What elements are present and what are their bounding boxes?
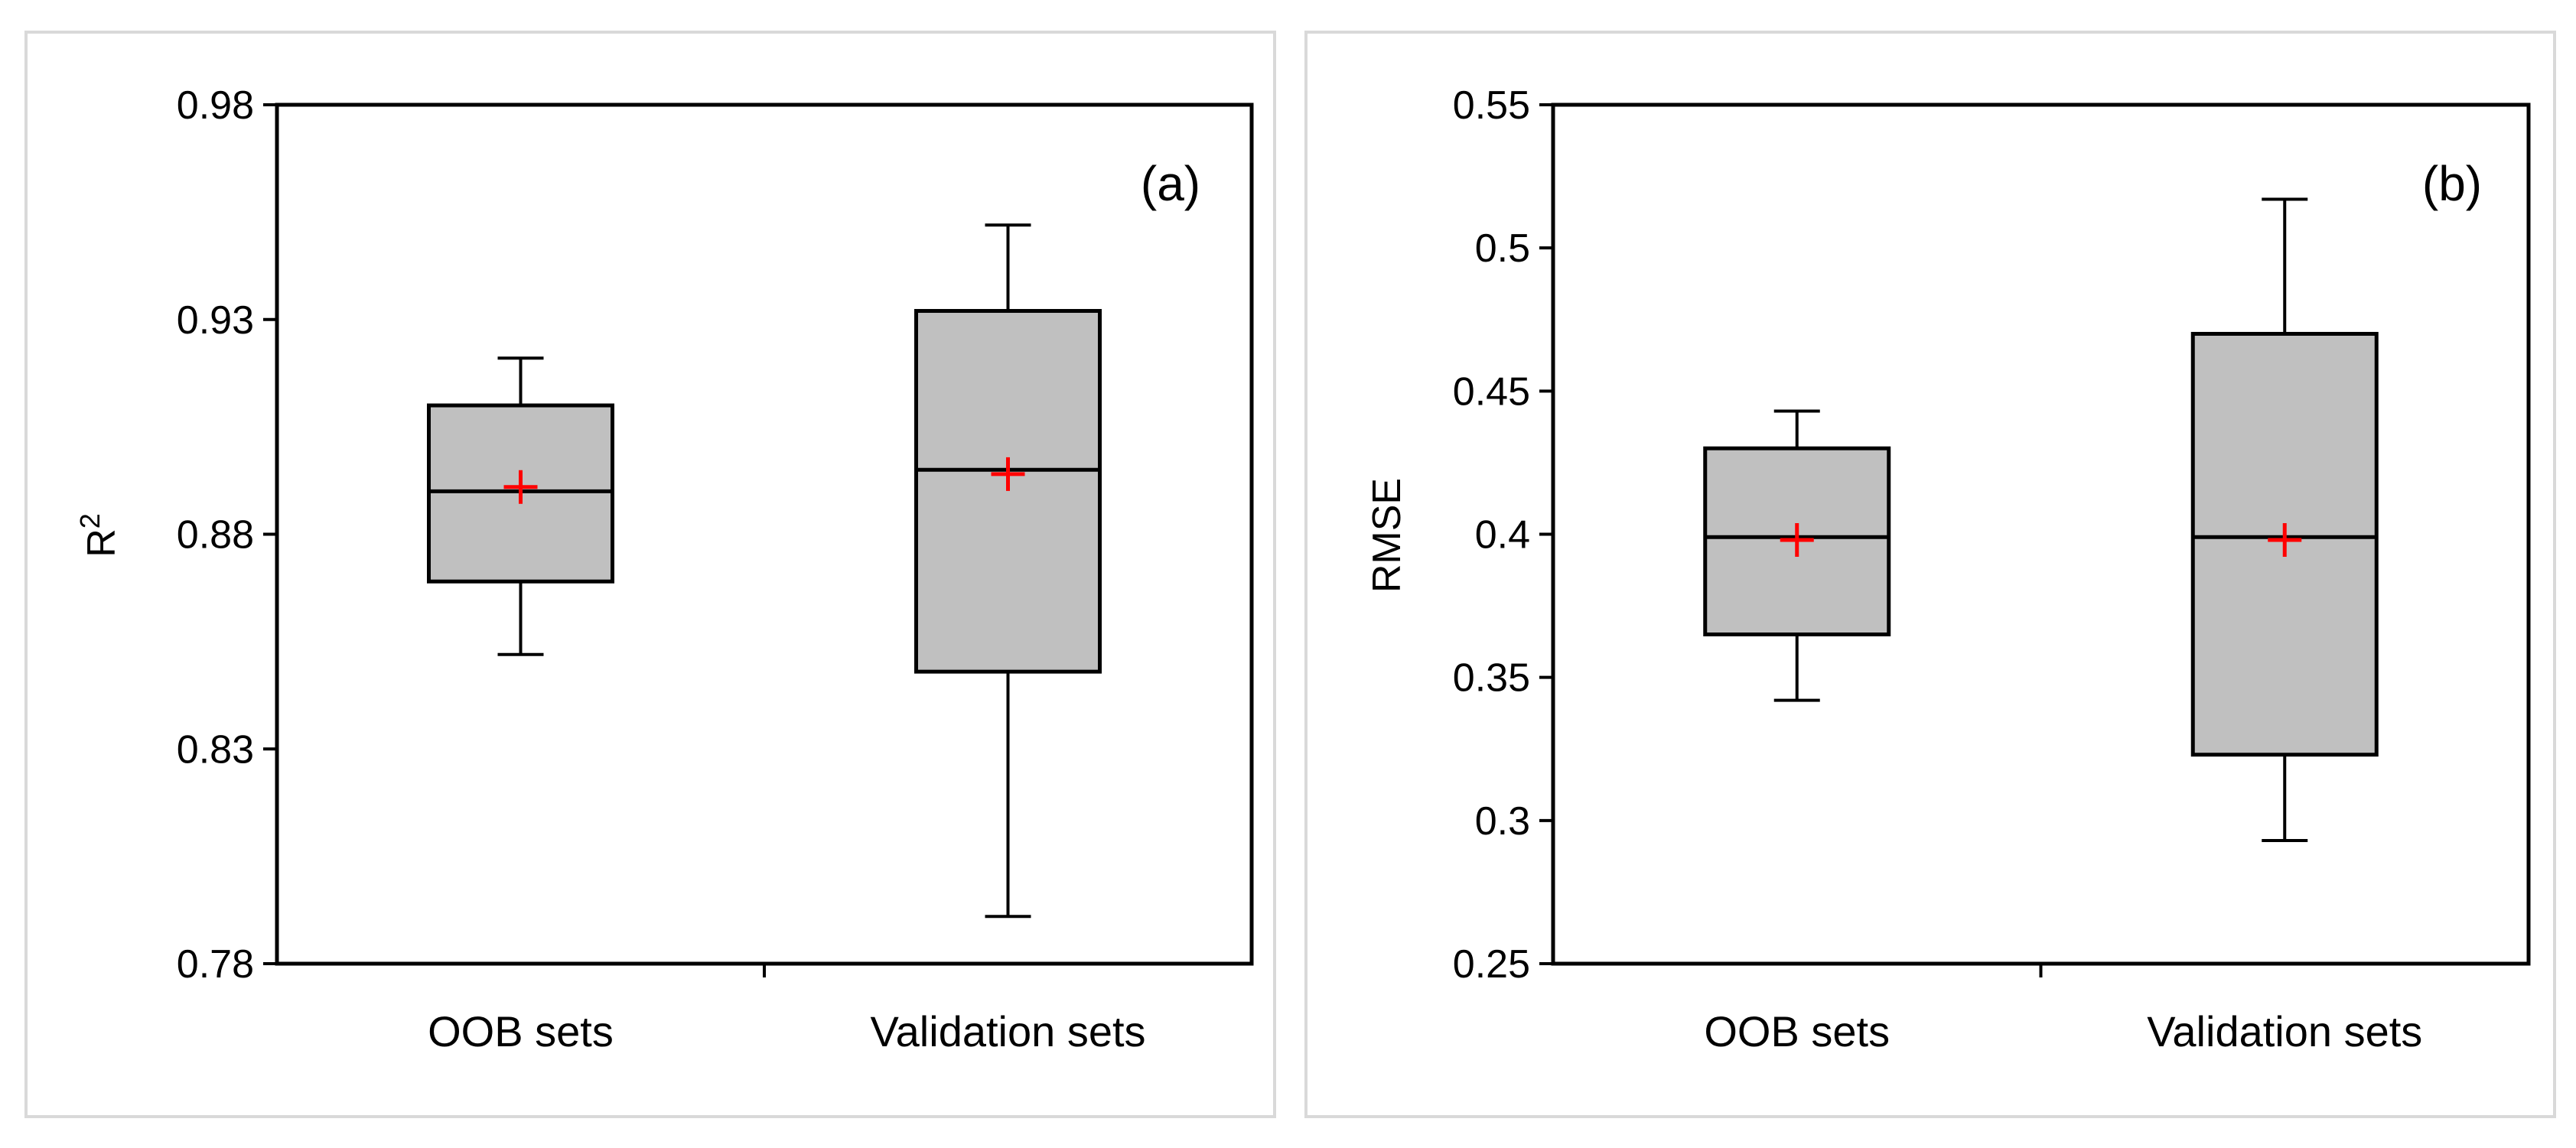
x-category-label: OOB sets: [1704, 1007, 1890, 1055]
y-tick-label: 0.25: [1453, 942, 1530, 987]
chart-a-r-squared: 0.78 0.83 0.88 0.93 0.98 OOB sets Validation s…: [74, 83, 1254, 1055]
y-axis-title-base: R: [80, 528, 124, 558]
y-tick-label: 0.83: [177, 727, 254, 772]
iqr-box: [2190, 331, 2379, 757]
x-category-label: Validation sets: [870, 1007, 1145, 1055]
x-category-label: OOB sets: [428, 1007, 614, 1055]
y-axis-title: R2: [74, 513, 124, 558]
box-validation-sets: [914, 223, 1102, 919]
x-category-label: Validation sets: [2147, 1007, 2422, 1055]
y-tick-label: 0.45: [1453, 369, 1530, 414]
box-validation-sets: [2190, 197, 2379, 843]
box-oob-sets: [1703, 409, 1891, 702]
y-tick-label: 0.88: [177, 513, 254, 558]
box-oob-sets: [427, 356, 614, 656]
y-tick-label: 0.98: [177, 83, 254, 128]
y-axis-title-superscript: 2: [74, 513, 106, 528]
y-tick-label: 0.4: [1475, 513, 1530, 558]
y-tick-label: 0.3: [1475, 799, 1530, 844]
y-axis-title: RMSE: [1365, 478, 1409, 593]
plot-area-frame: [1551, 102, 2531, 966]
y-tick-label: 0.93: [177, 298, 254, 343]
y-tick-label: 0.5: [1475, 226, 1530, 271]
chart-b-rmse: 0.25 0.3 0.35 0.4 0.45 0.5 0.55 OOB sets Validat…: [1365, 83, 2531, 1055]
plot-area-frame: [275, 102, 1254, 966]
y-tick-label: 0.78: [177, 942, 254, 987]
panel-label: (a): [1141, 156, 1200, 211]
panel-label: (b): [2422, 156, 2482, 211]
iqr-box: [914, 309, 1102, 674]
y-tick-label: 0.35: [1453, 656, 1530, 701]
y-tick-label: 0.55: [1453, 83, 1530, 128]
